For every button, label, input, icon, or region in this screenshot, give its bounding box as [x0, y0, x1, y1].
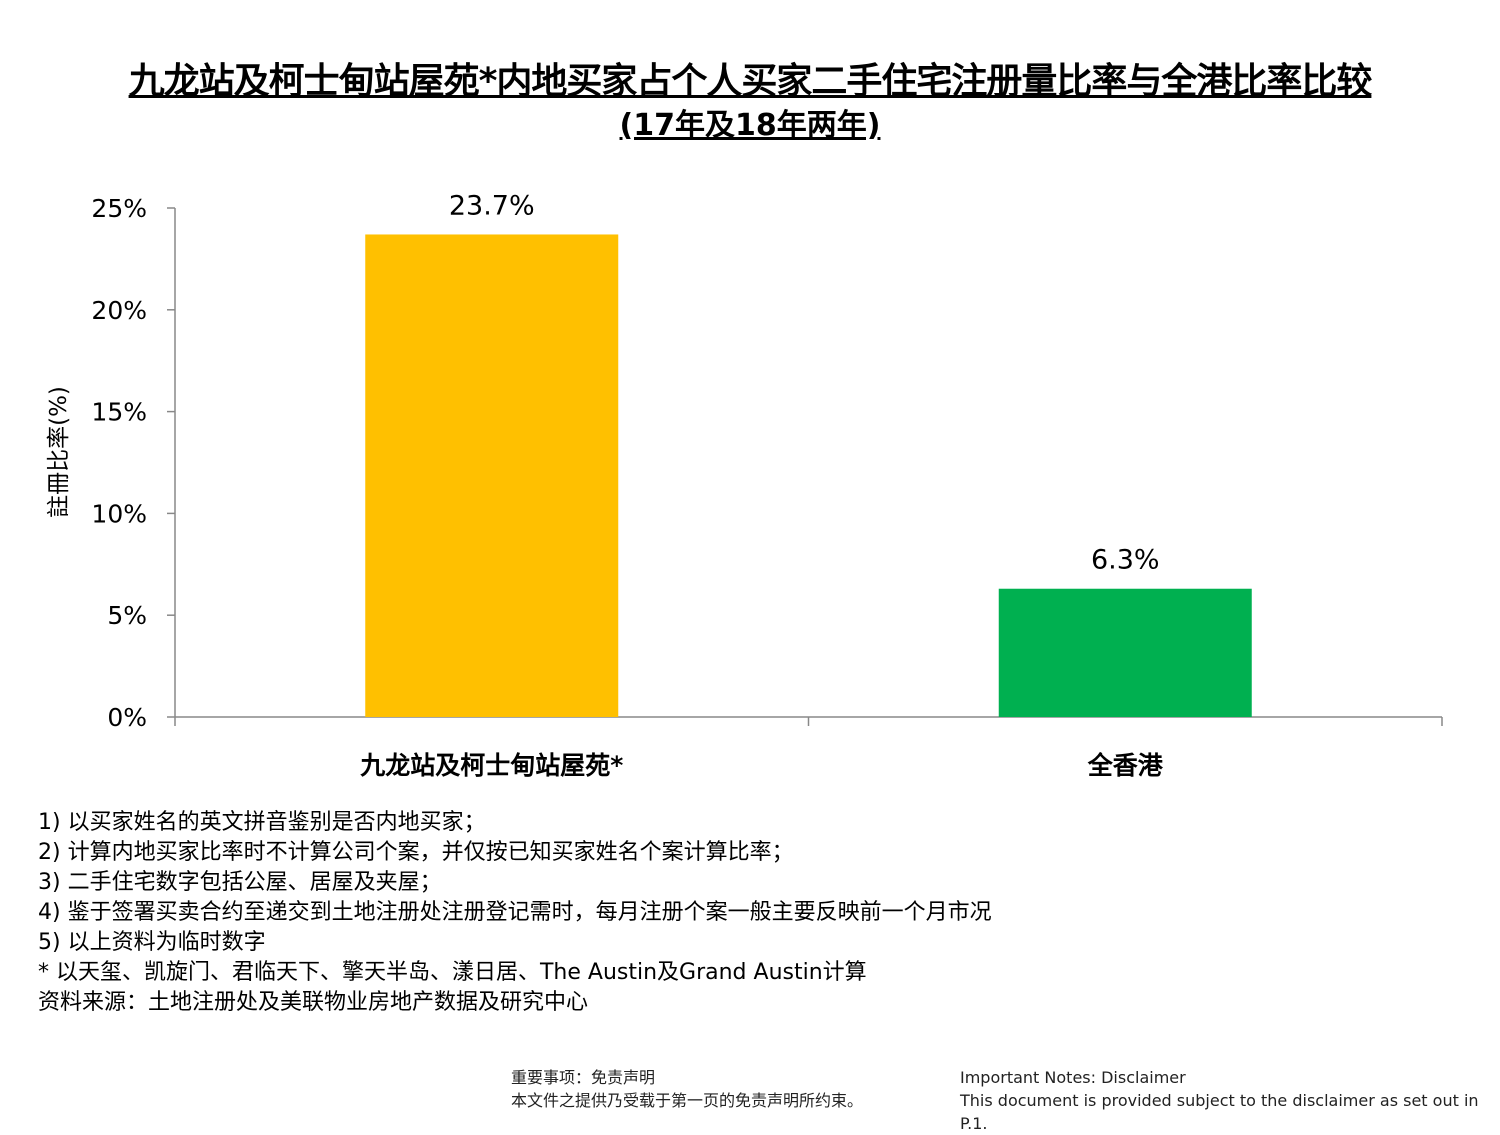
source-line: 资料来源：土地注册处及美联物业房地产数据及研究中心 [38, 990, 589, 1015]
note-line: 5) 以上资料为临时数字 [38, 930, 266, 955]
y-tick-label: 25% [91, 194, 147, 223]
x-tick-label: 九龙站及柯士甸站屋苑* [359, 751, 623, 780]
disclaimer-en-text: This document is provided subject to the… [960, 1091, 1479, 1133]
data-label: 6.3% [1091, 545, 1160, 576]
y-tick-label: 20% [91, 296, 147, 325]
chart-title: 九龙站及柯士甸站屋苑*内地买家占个人买家二手住宅注册量比率与全港比率比较 [128, 61, 1373, 102]
note-line: 2) 计算内地买家比率时不计算公司个案，并仅按已知买家姓名个案计算比率； [38, 840, 794, 865]
chart-subtitle: (17年及18年两年) [619, 108, 881, 143]
data-label: 23.7% [449, 190, 535, 221]
y-tick-label: 15% [91, 398, 147, 427]
disclaimer-en-title: Important Notes: Disclaimer [960, 1068, 1186, 1087]
notes: 1) 以买家姓名的英文拼音鉴别是否内地买家； 2) 计算内地买家比率时不计算公司… [38, 808, 992, 1018]
bar [365, 234, 619, 717]
bar [998, 588, 1252, 717]
disclaimer-cn-text: 本文件之提供乃受载于第一页的免责声明所约束。 [511, 1091, 864, 1110]
disclaimer-cn-title: 重要事项：免责声明 [511, 1068, 656, 1087]
y-tick-label: 5% [107, 601, 147, 630]
x-tick-label: 全香港 [1087, 751, 1164, 780]
y-tick-label: 0% [107, 703, 147, 732]
disclaimer-cn: 重要事项：免责声明 本文件之提供乃受载于第一页的免责声明所约束。 [511, 1066, 863, 1112]
bar-chart: 0% 5% 10% 15% 20% 25% 23.7% 九龙站及柯士甸站屋苑* 6.3% 全香港 註… [46, 190, 1443, 780]
note-line: * 以天玺、凯旋门、君临天下、擎天半岛、漾日居、The Austin及Grand… [38, 960, 867, 985]
y-tick-label: 10% [91, 499, 147, 528]
note-line: 3) 二手住宅数字包括公屋、居屋及夹屋； [38, 870, 442, 895]
note-line: 1) 以买家姓名的英文拼音鉴别是否内地买家； [38, 810, 486, 835]
note-line: 4) 鉴于签署买卖合约至递交到土地注册处注册登记需时，每月注册个案一般主要反映前… [38, 900, 992, 925]
y-axis-label: 註冊比率(%) [46, 386, 72, 518]
